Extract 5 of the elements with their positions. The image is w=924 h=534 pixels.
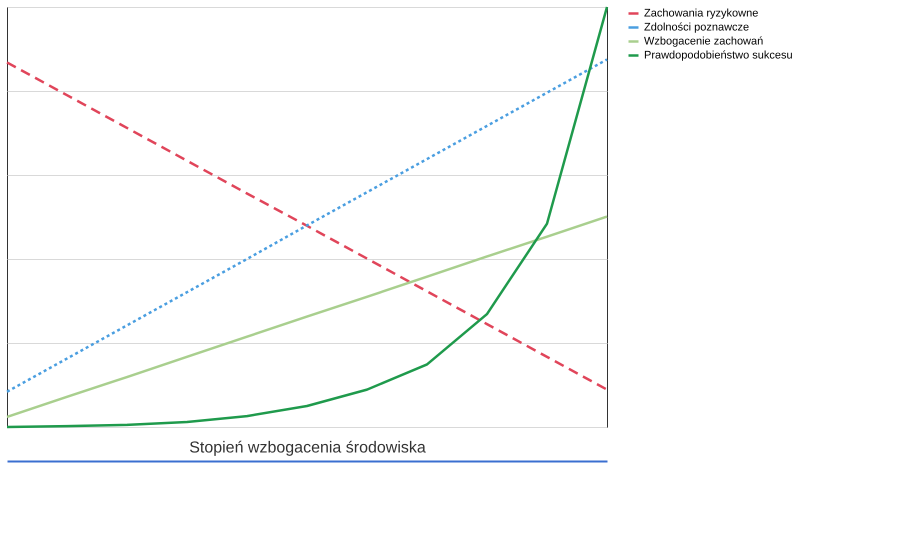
legend-label: Zdolności poznawcze: [644, 22, 750, 34]
legend-label: Zachowania ryzykowne: [644, 8, 758, 20]
legend-label: Wzbogacenie zachowań: [644, 36, 764, 48]
x-axis-title: Stopień wzbogacenia środowiska: [189, 440, 426, 456]
legend-label: Prawdopodobieństwo sukcesu: [644, 50, 793, 62]
